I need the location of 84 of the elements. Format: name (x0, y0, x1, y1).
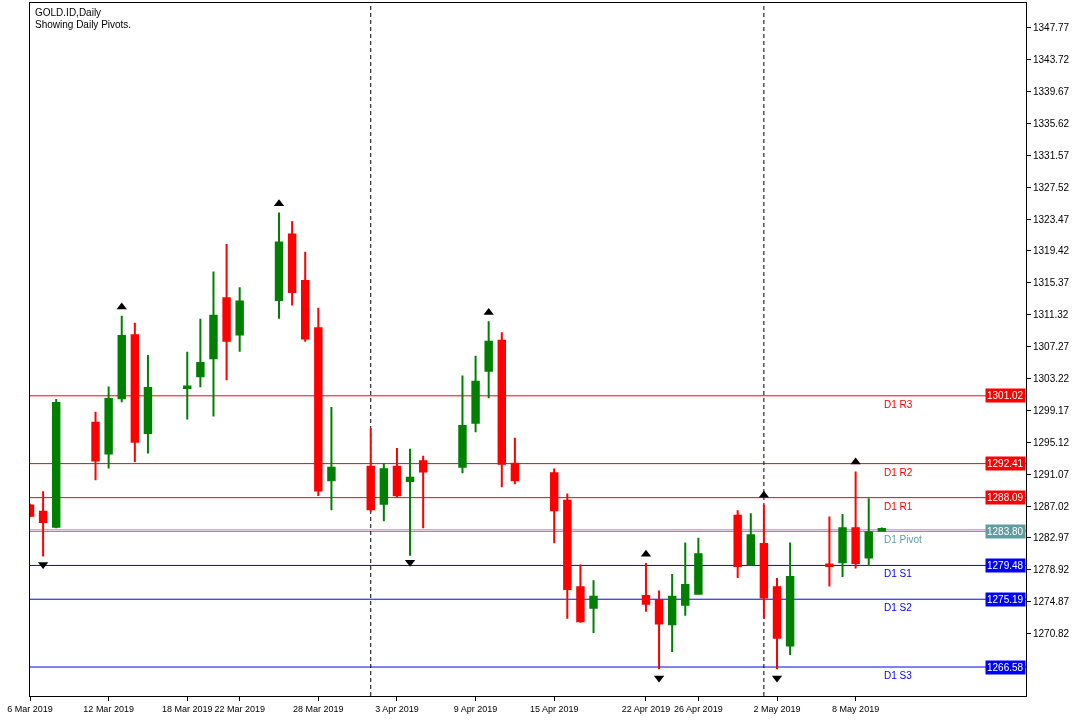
y-tick-label: 1331.57 (1033, 149, 1070, 161)
point (483, 307, 494, 315)
candlestick (405, 447, 415, 557)
candlestick (117, 314, 126, 404)
candlestick (576, 563, 585, 624)
candlestick (681, 541, 690, 617)
y-tick-label: 1343.72 (1033, 54, 1070, 66)
chart-title: GOLD.ID,Daily (35, 7, 102, 18)
ref-line-label: D1 R3 (884, 399, 913, 410)
candlestick (183, 350, 192, 421)
candlestick (838, 513, 847, 579)
x-tick-label: 28 Mar 2019 (293, 703, 344, 714)
candlestick (759, 503, 769, 620)
x-tick-label: 18 Mar 2019 (161, 703, 213, 714)
y-tick-label: 1347.77 (1033, 22, 1070, 34)
x-tick-label: 3 Apr 2019 (375, 703, 419, 714)
y-tick-label: 1323.47 (1033, 213, 1070, 225)
x-tick-label: 22 Mar 2019 (214, 703, 265, 714)
point (116, 302, 127, 310)
annotation: 1279.48 (987, 560, 1024, 571)
annotation: 1266.58 (987, 662, 1024, 673)
annotation: 1288.09 (987, 492, 1024, 503)
y-tick-label: 1315.37 (1033, 277, 1070, 289)
candlestick (327, 405, 336, 512)
y-tick-label: 1335.62 (1033, 117, 1070, 129)
y-tick-label: 1339.67 (1033, 85, 1070, 97)
candlestick (104, 385, 113, 470)
x-tick-label: 15 Apr 2019 (529, 703, 579, 714)
y-tick-label: 1270.82 (1033, 628, 1070, 640)
candlestick (143, 354, 153, 455)
candlestick (222, 242, 231, 382)
candlestick (654, 589, 664, 671)
x-tick-label: 9 Apr 2019 (453, 703, 498, 714)
x-tick-label: 26 Apr 2019 (674, 703, 723, 714)
candlestick (196, 317, 205, 389)
annotation: 1301.02 (987, 390, 1024, 401)
y-tick-label: 1327.52 (1033, 181, 1070, 193)
y-tick-label: 1274.87 (1033, 596, 1070, 608)
candlestick (458, 374, 467, 475)
text: Showing Daily Pivots. (35, 19, 132, 30)
y-tick-label: 1282.97 (1033, 532, 1070, 544)
candlestick (274, 211, 284, 320)
ref-line-label: D1 Pivot (884, 534, 923, 545)
candlestick (641, 561, 651, 613)
candlestick (209, 270, 218, 418)
x-tick-label: 8 May 2019 (832, 703, 880, 714)
candlestick (864, 497, 873, 568)
candlestick (785, 541, 795, 657)
x-tick-label: 22 Apr 2019 (621, 703, 671, 714)
x-tick-label: 6 Mar 2019 (7, 703, 53, 714)
candlestick (287, 220, 297, 307)
annotation: 1292.41 (987, 458, 1024, 469)
x-tick-label: 12 Mar 2019 (83, 703, 134, 714)
ref-line-label: D1 S1 (884, 568, 913, 579)
candlestick (471, 354, 480, 434)
y-tick-label: 1291.07 (1033, 468, 1070, 480)
ref-line-label: D1 S3 (884, 670, 913, 681)
y-tick-label: 1319.42 (1033, 245, 1070, 257)
candlestick (772, 576, 782, 671)
candlestick (52, 398, 61, 530)
y-tick-label: 1299.17 (1033, 404, 1070, 416)
candlestick (379, 461, 389, 523)
candlestick (667, 572, 677, 653)
y-tick-label: 1311.32 (1033, 309, 1069, 321)
annotation: 1275.19 (987, 594, 1024, 605)
annotation: 1283.80 (987, 526, 1024, 537)
candlestick (235, 286, 244, 353)
candlestick (301, 250, 310, 343)
candlestick (589, 579, 598, 634)
ref-line-label: D1 R1 (884, 501, 913, 512)
y-tick-label: 1303.22 (1033, 372, 1070, 384)
candlestick (484, 320, 493, 400)
candlestick (733, 509, 742, 579)
candlestick (877, 526, 887, 532)
x-tick-label: 2 May 2019 (753, 703, 801, 714)
ref-line-label: D1 R2 (884, 467, 913, 478)
y-tick-label: 1307.27 (1033, 341, 1070, 353)
ref-line-label: D1 S2 (884, 602, 913, 613)
y-tick-label: 1278.92 (1033, 564, 1070, 576)
y-tick-label: 1295.12 (1033, 436, 1070, 448)
candlestick (746, 512, 755, 568)
y-tick-label: 1287.02 (1033, 500, 1070, 512)
candlestick (694, 536, 703, 596)
candlestick (825, 515, 834, 588)
